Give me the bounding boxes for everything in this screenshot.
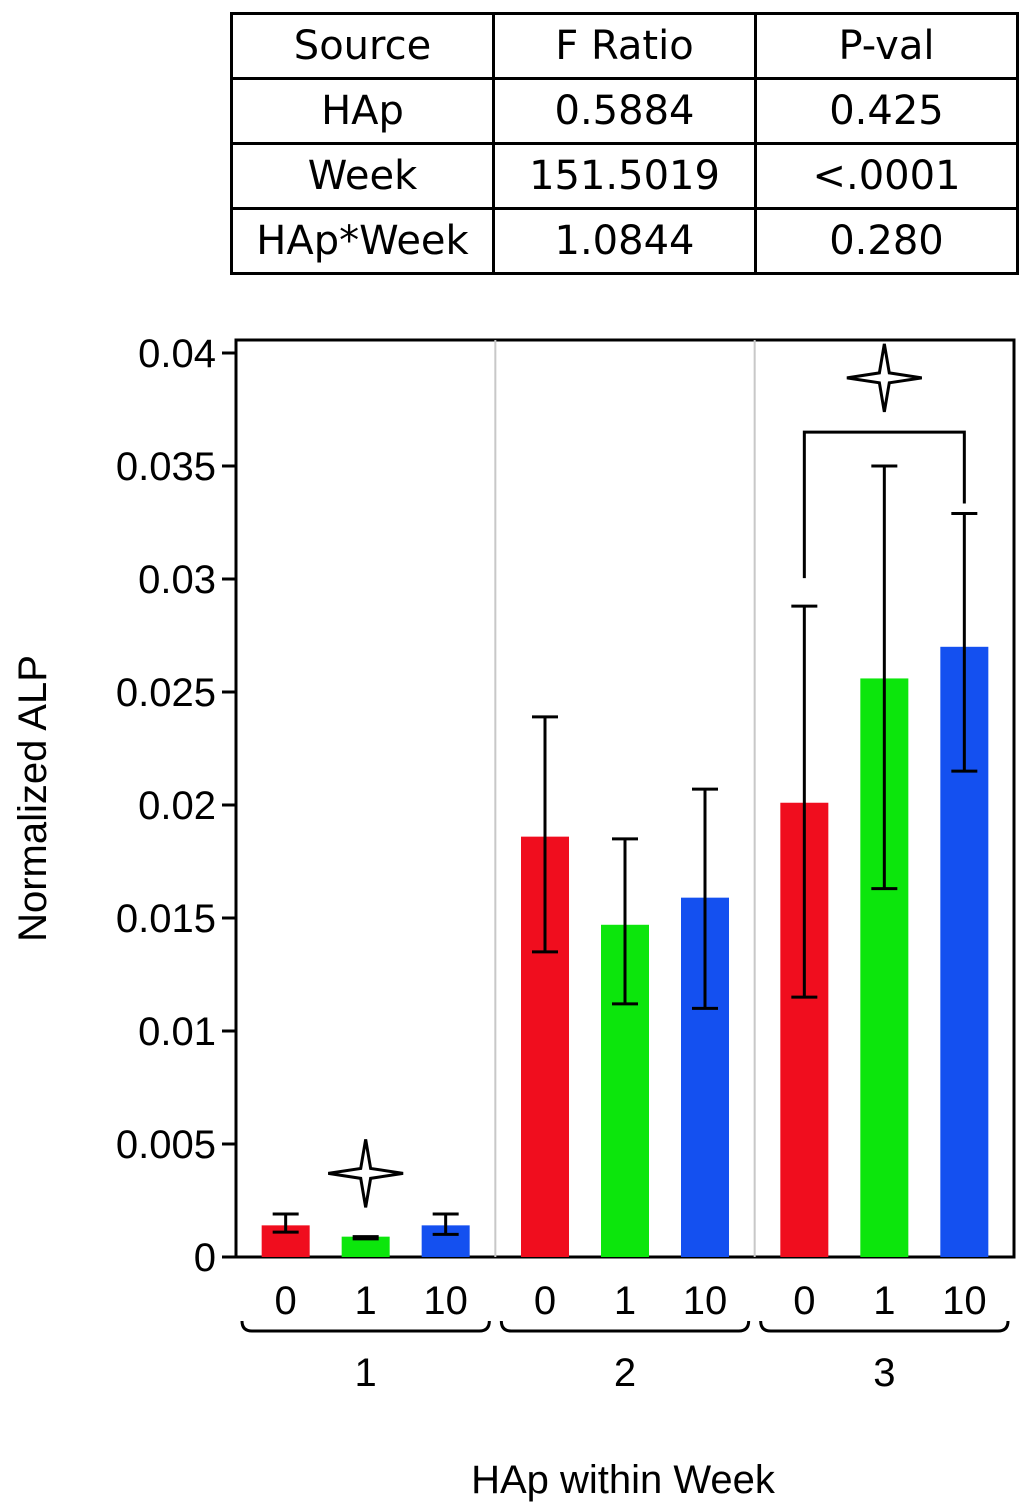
significance-star-icon [328, 1139, 404, 1208]
group-bracket [759, 1320, 1010, 1333]
significance-bracket [802, 430, 966, 579]
x-tick-label: 10 [942, 1279, 987, 1323]
x-tick-label: 0 [793, 1279, 815, 1323]
x-tick-label: 10 [683, 1279, 728, 1323]
x-tick-label: 0 [534, 1279, 556, 1323]
table-row: HAp 0.5884 0.425 [230, 77, 1019, 145]
x-tick-label: 0 [275, 1279, 297, 1323]
group-label: 3 [873, 1351, 895, 1395]
header-source: Source [230, 12, 495, 80]
table-cell: HAp [230, 77, 495, 145]
y-tick-label: 0.03 [138, 558, 216, 602]
significance-star-icon [846, 343, 922, 413]
bar [341, 1236, 390, 1257]
y-tick-label: 0.02 [138, 784, 216, 828]
table-row: HAp*Week 1.0844 0.280 [230, 207, 1019, 275]
y-tick-label: 0.035 [116, 445, 216, 489]
table-row: Week 151.5019 <.0001 [230, 142, 1019, 210]
table-cell: 151.5019 [492, 142, 757, 210]
y-tick-label: 0.025 [116, 671, 216, 715]
header-f-ratio: F Ratio [492, 12, 757, 80]
y-axis-title: Normalized ALP [11, 655, 55, 942]
y-tick-label: 0 [194, 1236, 216, 1280]
group-bracket [499, 1320, 751, 1333]
group-bracket [240, 1320, 491, 1333]
header-p-val: P-val [754, 12, 1019, 80]
x-tick-label: 1 [873, 1279, 895, 1323]
table-cell: 1.0844 [492, 207, 757, 275]
group-label: 2 [614, 1351, 636, 1395]
y-tick-label: 0.005 [116, 1123, 216, 1167]
table-cell: Week [230, 142, 495, 210]
table-cell: 0.280 [754, 207, 1019, 275]
y-tick-label: 0.04 [138, 332, 216, 376]
table-cell: 0.425 [754, 77, 1019, 145]
y-tick-label: 0.015 [116, 897, 216, 941]
x-axis-title: HAp within Week [471, 1458, 776, 1502]
group-label: 1 [355, 1351, 377, 1395]
stats-table: Source F Ratio P-val HAp 0.5884 0.425 We… [230, 12, 1019, 275]
y-tick-label: 0.01 [138, 1010, 216, 1054]
table-cell: HAp*Week [230, 207, 495, 275]
table-header-row: Source F Ratio P-val [230, 12, 1019, 80]
table-cell: 0.5884 [492, 77, 757, 145]
x-tick-label: 1 [355, 1279, 377, 1323]
x-tick-label: 1 [614, 1279, 636, 1323]
table-cell: <.0001 [754, 142, 1019, 210]
x-tick-label: 10 [423, 1279, 468, 1323]
